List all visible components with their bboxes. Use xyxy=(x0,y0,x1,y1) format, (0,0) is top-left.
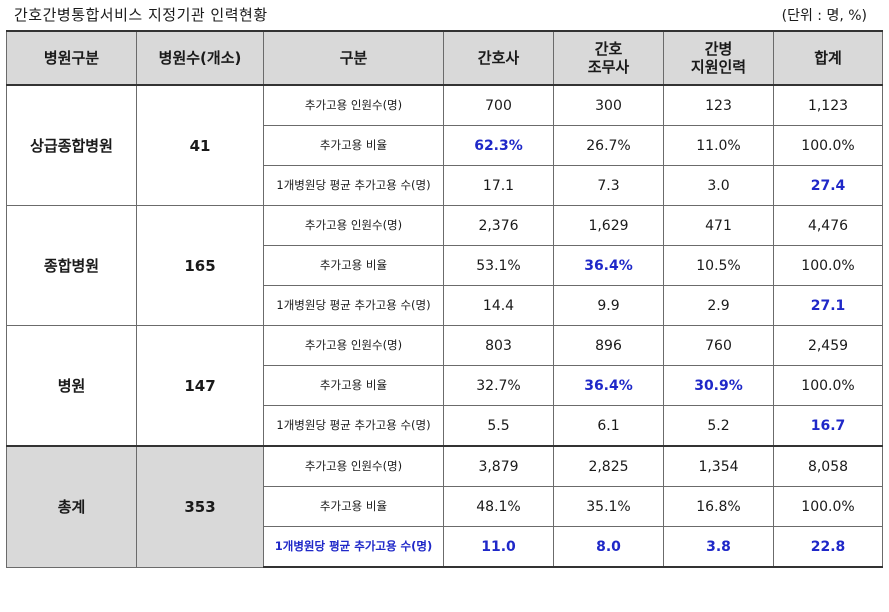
value-cell: 32.7% xyxy=(443,365,554,406)
category-cell-highlight: 1개병원당 평균 추가고용 수(명) xyxy=(263,526,444,568)
header-count: 병원수(개소) xyxy=(136,30,264,86)
header-aide: 간호 조무사 xyxy=(553,30,664,86)
category-cell: 추가고용 비율 xyxy=(263,486,444,527)
value-cell: 100.0% xyxy=(773,486,883,527)
table-row: 1개병원당 평균 추가고용 수(명) 14.4 9.9 2.9 27.1 xyxy=(7,285,883,326)
group-name: 병원 xyxy=(6,325,137,447)
value-cell: 100.0% xyxy=(773,365,883,406)
table-row: 종합병원 165 추가고용 인원수(명) 2,376 1,629 471 4,4… xyxy=(6,205,883,326)
value-cell: 4,476 xyxy=(773,205,883,246)
value-cell-highlight: 22.8 xyxy=(773,526,883,568)
value-cell-highlight: 30.9% xyxy=(663,365,774,406)
value-cell: 14.4 xyxy=(443,285,554,326)
hospital-count: 41 xyxy=(136,84,264,206)
value-cell: 35.1% xyxy=(553,486,664,527)
page-title: 간호간병통합서비스 지정기관 인력현황 xyxy=(14,6,268,24)
value-cell: 123 xyxy=(663,84,774,126)
value-cell: 48.1% xyxy=(443,486,554,527)
table-row: 1개병원당 평균 추가고용 수(명) 11.0 8.0 3.8 22.8 xyxy=(7,526,883,568)
category-cell: 추가고용 인원수(명) xyxy=(263,325,444,366)
staffing-table: 병원구분 병원수(개소) 구분 간호사 간호 조무사 간병 지원인력 합계 상급종합… xyxy=(6,30,883,568)
table-row: 1개병원당 평균 추가고용 수(명) 17.1 7.3 3.0 27.4 xyxy=(7,165,883,206)
value-cell: 2.9 xyxy=(663,285,774,326)
header-support-line2: 지원인력 xyxy=(690,58,747,76)
value-cell: 300 xyxy=(553,84,664,126)
hospital-count: 147 xyxy=(136,325,264,447)
value-cell: 471 xyxy=(663,205,774,246)
value-cell: 26.7% xyxy=(553,125,664,166)
header-nurse: 간호사 xyxy=(443,30,554,86)
value-cell-highlight: 36.4% xyxy=(553,365,664,406)
header-aide-line1: 간호 xyxy=(594,40,623,58)
category-cell: 추가고용 비율 xyxy=(263,365,444,406)
value-cell: 7.3 xyxy=(553,165,664,206)
unit-label: (단위 : 명, %) xyxy=(781,8,867,24)
table-row: 총계 353 추가고용 인원수(명) 3,879 2,825 1,354 8,0… xyxy=(6,445,883,568)
value-cell: 5.2 xyxy=(663,405,774,447)
group-name: 상급종합병원 xyxy=(6,84,137,206)
category-cell: 1개병원당 평균 추가고용 수(명) xyxy=(263,405,444,447)
value-cell-highlight: 8.0 xyxy=(553,526,664,568)
category-cell: 추가고용 인원수(명) xyxy=(263,205,444,246)
table-row: 추가고용 비율 32.7% 36.4% 30.9% 100.0% xyxy=(7,365,883,406)
hospital-count: 353 xyxy=(136,445,264,568)
table-row: 병원 147 추가고용 인원수(명) 803 896 760 2,459 xyxy=(6,325,883,447)
category-cell: 추가고용 인원수(명) xyxy=(263,84,444,126)
hospital-count: 165 xyxy=(136,205,264,326)
value-cell-highlight: 3.8 xyxy=(663,526,774,568)
category-cell: 추가고용 비율 xyxy=(263,125,444,166)
value-cell-highlight: 16.7 xyxy=(773,405,883,447)
value-cell: 1,354 xyxy=(663,445,774,487)
category-cell: 1개병원당 평균 추가고용 수(명) xyxy=(263,165,444,206)
header-aide-line2: 조무사 xyxy=(587,58,630,76)
value-cell: 9.9 xyxy=(553,285,664,326)
value-cell: 8,058 xyxy=(773,445,883,487)
header-row: 병원구분 병원수(개소) 구분 간호사 간호 조무사 간병 지원인력 합계 xyxy=(6,30,883,86)
header-bar: 간호간병통합서비스 지정기관 인력현황 (단위 : 명, %) xyxy=(0,0,889,30)
header-total: 합계 xyxy=(773,30,883,86)
value-cell: 2,825 xyxy=(553,445,664,487)
value-cell: 100.0% xyxy=(773,125,883,166)
value-cell: 2,459 xyxy=(773,325,883,366)
value-cell: 17.1 xyxy=(443,165,554,206)
value-cell-highlight: 27.1 xyxy=(773,285,883,326)
table-row: 1개병원당 평균 추가고용 수(명) 5.5 6.1 5.2 16.7 xyxy=(7,405,883,447)
header-support-line1: 간병 xyxy=(704,40,733,58)
value-cell: 2,376 xyxy=(443,205,554,246)
value-cell: 1,123 xyxy=(773,84,883,126)
table-row: 상급종합병원 41 추가고용 인원수(명) 700 300 123 1,123 xyxy=(6,84,883,206)
category-cell: 추가고용 비율 xyxy=(263,245,444,286)
category-cell: 추가고용 인원수(명) xyxy=(263,445,444,487)
value-cell-highlight: 62.3% xyxy=(443,125,554,166)
value-cell-highlight: 27.4 xyxy=(773,165,883,206)
header-support: 간병 지원인력 xyxy=(663,30,774,86)
value-cell: 16.8% xyxy=(663,486,774,527)
value-cell: 10.5% xyxy=(663,245,774,286)
value-cell: 3,879 xyxy=(443,445,554,487)
header-category: 구분 xyxy=(263,30,444,86)
value-cell: 896 xyxy=(553,325,664,366)
header-group: 병원구분 xyxy=(6,30,137,86)
table-row: 추가고용 비율 53.1% 36.4% 10.5% 100.0% xyxy=(7,245,883,286)
table-row: 추가고용 비율 48.1% 35.1% 16.8% 100.0% xyxy=(7,486,883,527)
value-cell: 53.1% xyxy=(443,245,554,286)
value-cell: 760 xyxy=(663,325,774,366)
group-name: 총계 xyxy=(6,445,137,568)
value-cell: 1,629 xyxy=(553,205,664,246)
category-cell: 1개병원당 평균 추가고용 수(명) xyxy=(263,285,444,326)
value-cell-highlight: 11.0 xyxy=(443,526,554,568)
value-cell: 5.5 xyxy=(443,405,554,447)
value-cell: 700 xyxy=(443,84,554,126)
value-cell: 3.0 xyxy=(663,165,774,206)
table-row: 추가고용 비율 62.3% 26.7% 11.0% 100.0% xyxy=(7,125,883,166)
value-cell-highlight: 36.4% xyxy=(553,245,664,286)
value-cell: 803 xyxy=(443,325,554,366)
value-cell: 11.0% xyxy=(663,125,774,166)
value-cell: 100.0% xyxy=(773,245,883,286)
group-name: 종합병원 xyxy=(6,205,137,326)
value-cell: 6.1 xyxy=(553,405,664,447)
